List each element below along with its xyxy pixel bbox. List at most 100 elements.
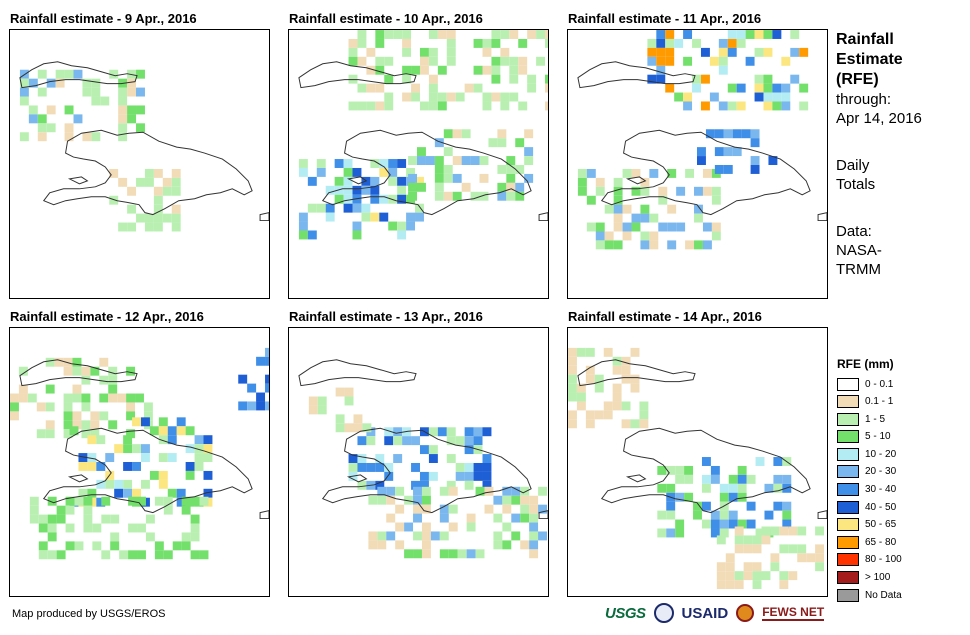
rainfall-cell bbox=[203, 470, 213, 480]
rainfall-cell bbox=[411, 436, 420, 446]
rainfall-cell bbox=[782, 510, 792, 520]
rainfall-cell bbox=[335, 387, 345, 397]
rainfall-cell bbox=[621, 365, 631, 375]
rainfall-cell bbox=[361, 212, 371, 222]
rainfall-cell bbox=[443, 164, 453, 174]
rainfall-cell bbox=[446, 30, 456, 39]
rainfall-cell bbox=[132, 444, 141, 454]
rainfall-cell bbox=[754, 74, 764, 84]
rainfall-cell bbox=[723, 164, 733, 174]
legend-item: 10 - 20 bbox=[837, 446, 902, 462]
rainfall-cell bbox=[185, 444, 195, 454]
rainfall-cell bbox=[761, 571, 771, 581]
rainfall-cell bbox=[745, 56, 755, 66]
rainfall-cell bbox=[348, 462, 358, 472]
rainfall-cell bbox=[375, 480, 385, 490]
rainfall-cell bbox=[455, 436, 465, 446]
rainfall-cell bbox=[484, 504, 494, 514]
puerto-rico-outline bbox=[817, 510, 827, 520]
rainfall-cell bbox=[118, 96, 128, 106]
rainfall-cell bbox=[665, 56, 675, 66]
rainfall-cell bbox=[752, 535, 762, 545]
rainfall-cell bbox=[506, 191, 516, 201]
rainfall-cell bbox=[46, 105, 56, 115]
usaid-seal-icon bbox=[653, 603, 674, 623]
rainfall-cell bbox=[158, 426, 168, 436]
rainfall-cell bbox=[162, 177, 172, 187]
rainfall-cell bbox=[110, 541, 120, 551]
rainfall-cell bbox=[755, 528, 765, 538]
rainfall-cell bbox=[153, 204, 163, 214]
rainfall-cell bbox=[806, 553, 816, 563]
rainfall-cell bbox=[37, 114, 47, 124]
legend-item: 30 - 40 bbox=[837, 482, 902, 498]
rainfall-cell bbox=[428, 83, 438, 93]
legend-swatch bbox=[837, 447, 859, 461]
rainfall-cell bbox=[265, 383, 269, 393]
rainfall-cell bbox=[509, 56, 519, 66]
rainfall-cell bbox=[143, 411, 153, 421]
rainfall-cell bbox=[439, 504, 449, 514]
rainfall-cell bbox=[709, 56, 719, 66]
rainfall-cell bbox=[719, 492, 729, 502]
rainfall-cell bbox=[375, 454, 385, 463]
rainfall-cell bbox=[568, 383, 577, 393]
rainfall-cell bbox=[357, 462, 367, 472]
rainfall-cell bbox=[90, 411, 100, 421]
legend-label: 80 - 100 bbox=[865, 554, 902, 566]
rainfall-cell bbox=[452, 173, 462, 183]
rainfall-cell bbox=[81, 420, 91, 430]
legend-item: 40 - 50 bbox=[837, 499, 902, 515]
rainfall-cell bbox=[344, 423, 354, 433]
rainfall-cell bbox=[379, 194, 389, 204]
rainfall-cell bbox=[167, 426, 177, 436]
rainfall-cell bbox=[153, 195, 163, 205]
rainfall-cell bbox=[348, 56, 358, 66]
rainfall-cell bbox=[370, 176, 380, 186]
rainfall-cell bbox=[384, 92, 394, 102]
rainfall-cell bbox=[649, 168, 659, 178]
puerto-rico-outline bbox=[538, 510, 548, 520]
rainfall-cell bbox=[137, 550, 146, 560]
rainfall-cell bbox=[446, 56, 456, 66]
rainfall-cell bbox=[697, 156, 706, 165]
rainfall-cell bbox=[595, 231, 605, 241]
rainfall-cell bbox=[529, 540, 539, 550]
rainfall-cell bbox=[497, 164, 507, 174]
rainfall-cell bbox=[265, 356, 269, 366]
rainfall-cell bbox=[63, 429, 73, 439]
rainfall-cell bbox=[797, 526, 807, 536]
rainfall-cell bbox=[764, 510, 774, 520]
rainfall-cell bbox=[352, 221, 362, 231]
rainfall-cell bbox=[334, 176, 344, 186]
rainfall-cell bbox=[428, 101, 438, 111]
rainfall-cell bbox=[595, 177, 605, 187]
rainfall-cell bbox=[137, 496, 146, 506]
legend-label: > 100 bbox=[865, 572, 891, 584]
rainfall-cell bbox=[430, 531, 440, 541]
rainfall-cell bbox=[473, 83, 483, 93]
rainfall-cell bbox=[482, 427, 492, 437]
rainfall-cell bbox=[167, 435, 177, 445]
rainfall-cell bbox=[479, 191, 489, 201]
rainfall-cell bbox=[656, 47, 666, 57]
rainfall-cell bbox=[402, 65, 412, 75]
rainfall-cell bbox=[72, 384, 82, 394]
usgs-logo: USGS bbox=[605, 604, 646, 622]
rainfall-cell bbox=[647, 47, 657, 57]
rainfall-cell bbox=[73, 69, 83, 79]
rainfall-cell bbox=[127, 114, 137, 124]
rainfall-cell bbox=[343, 159, 353, 168]
rainfall-cell bbox=[658, 195, 668, 205]
rainfall-cell bbox=[773, 501, 783, 511]
rainfall-cell bbox=[746, 519, 756, 529]
rainfall-cell bbox=[397, 230, 407, 240]
rainfall-cell bbox=[466, 513, 476, 523]
rainfall-cell bbox=[577, 168, 587, 178]
rainfall-cell bbox=[770, 553, 780, 563]
rainfall-cell bbox=[815, 553, 825, 563]
rainfall-cell bbox=[613, 240, 623, 250]
rainfall-cell bbox=[28, 114, 38, 124]
rainfall-cell bbox=[437, 427, 447, 437]
rainfall-cell bbox=[428, 427, 438, 437]
